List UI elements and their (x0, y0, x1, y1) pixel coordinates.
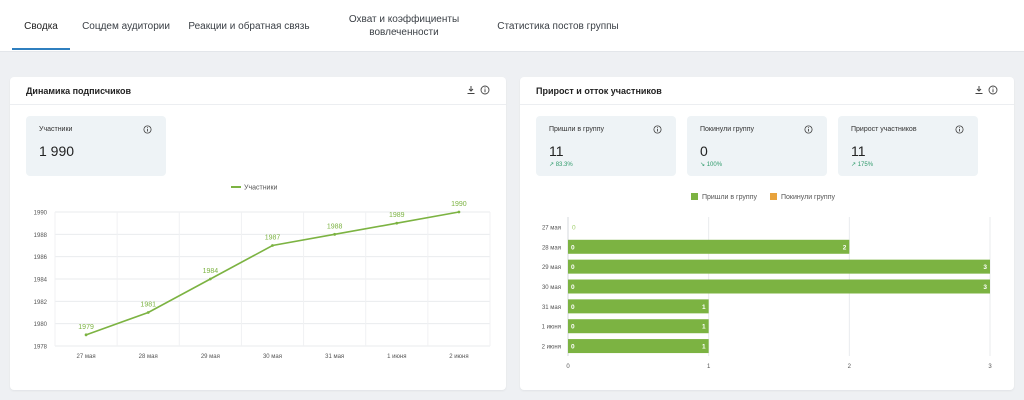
download-icon[interactable] (974, 85, 984, 95)
data-label: 1984 (203, 268, 219, 275)
data-label: 1988 (327, 223, 343, 230)
data-point (457, 210, 461, 214)
y-tick-label: 1982 (34, 300, 48, 306)
x-tick-label: 2 июня (449, 354, 468, 360)
y-tick-label: 1986 (34, 255, 48, 261)
x-tick-label: 29 мая (201, 354, 220, 360)
y-tick-label: 1980 (34, 322, 48, 328)
info-icon[interactable] (653, 125, 662, 134)
tab-reactions[interactable]: Реакции и обратная связь (186, 0, 312, 52)
tab-reach[interactable]: Охват и коэффициенты вовлеченности (340, 0, 468, 52)
tab-summary-label: Сводка (24, 20, 58, 32)
data-point (395, 221, 399, 225)
card-actions (974, 85, 998, 95)
data-label: 1990 (451, 201, 467, 208)
data-point (333, 232, 337, 236)
stat-label: Покинули группу (700, 126, 754, 133)
stat-value: 0 (700, 143, 708, 159)
data-point (208, 277, 212, 281)
left-stat-tile: Покинули группу 0 ↘ 100% (687, 116, 827, 176)
joined-stat-tile: Пришли в группу 11 ↗ 83.3% (536, 116, 676, 176)
data-point (146, 311, 150, 314)
card-divider (520, 104, 1014, 105)
stat-label: Прирост участников (851, 126, 917, 133)
card-title: Прирост и отток участников (536, 86, 662, 96)
stat-value: 11 (851, 143, 866, 159)
y-tick-label: 1978 (34, 345, 48, 351)
x-tick-label: 30 мая (263, 354, 282, 360)
stat-change: ↘ 100% (700, 162, 723, 168)
stat-value: 1 990 (39, 143, 75, 159)
stat-change: ↗ 175% (851, 162, 874, 168)
info-icon[interactable] (988, 85, 998, 95)
stat-value: 11 (549, 143, 564, 159)
x-tick-label: 28 мая (139, 354, 158, 360)
data-point (271, 244, 274, 247)
info-icon[interactable] (804, 125, 813, 134)
info-icon[interactable] (143, 125, 152, 134)
legend-label: Участники (244, 185, 278, 192)
stat-label: Пришли в группу (549, 126, 605, 133)
card-title: Динамика подписчиков (26, 86, 132, 96)
info-icon[interactable] (480, 85, 490, 95)
active-tab-indicator (12, 48, 70, 50)
stat-change: ↗ 83.3% (549, 162, 573, 168)
info-icon[interactable] (955, 125, 964, 134)
x-tick-label: 1 июня (387, 354, 406, 360)
y-tick-label: 1988 (34, 233, 48, 239)
tab-reach-label: Охват и коэффициенты вовлеченности (348, 14, 460, 38)
x-tick-label: 27 мая (77, 354, 96, 360)
y-tick-label: 1984 (34, 278, 48, 284)
tab-summary[interactable]: Сводка (12, 0, 70, 52)
data-point (84, 333, 88, 337)
download-icon[interactable] (466, 85, 476, 95)
tab-sociodemographics[interactable]: Соцдем аудитории (78, 0, 174, 52)
tab-post-stats-label: Статистика постов группы (497, 20, 619, 32)
card-actions (466, 85, 490, 95)
tab-post-stats[interactable]: Статистика постов группы (494, 0, 622, 52)
tab-reactions-label: Реакции и обратная связь (188, 20, 310, 32)
tab-sociodemographics-label: Соцдем аудитории (82, 20, 170, 32)
y-tick-label: 1990 (34, 211, 48, 217)
data-label: 1987 (265, 235, 281, 242)
series-line-participants (85, 211, 460, 336)
data-label: 1989 (389, 212, 405, 219)
x-tick-label: 31 мая (325, 354, 344, 360)
stat-label: Участники (39, 126, 73, 133)
growth-stat-tile: Прирост участников 11 ↗ 175% (838, 116, 978, 176)
data-label: 1979 (78, 324, 94, 331)
participants-stat-tile: Участники 1 990 (26, 116, 166, 176)
tab-bar: Сводка Соцдем аудитории Реакции и обратн… (0, 0, 1024, 52)
card-divider (10, 104, 506, 105)
data-label: 1981 (140, 302, 156, 309)
